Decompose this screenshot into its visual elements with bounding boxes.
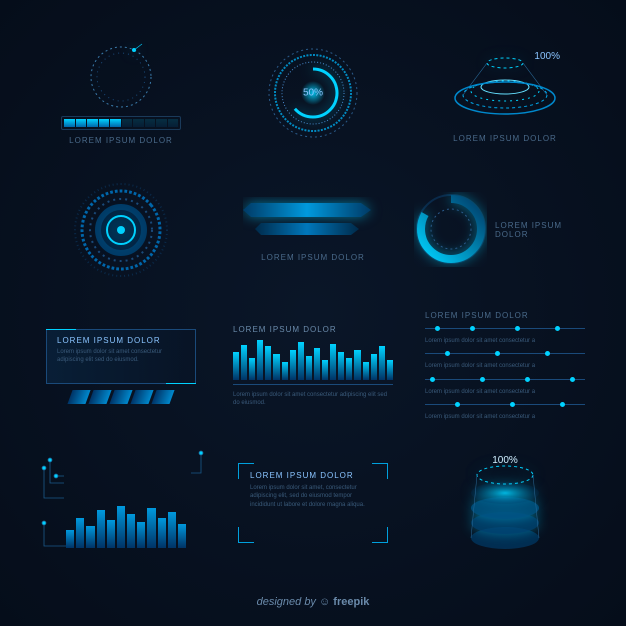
chevron-ribbons-icon (243, 197, 383, 247)
element-progress-ring: LOREM IPSUM DOLOR (30, 30, 212, 157)
footer-brand: freepik (333, 596, 369, 608)
target-icon (71, 180, 171, 280)
freepik-logo-icon: ☺ (319, 596, 330, 608)
element-bracket-panel: LOREM IPSUM DOLOR Lorem ipsum dolor sit … (222, 440, 404, 567)
caption: LOREM IPSUM DOLOR (495, 221, 596, 239)
element-timeline: LOREM IPSUM DOLOR Lorem ipsum dolor sit … (414, 303, 596, 430)
element-text-panel: LOREM IPSUM DOLOR Lorem ipsum dolor sit … (30, 303, 212, 430)
element-equalizer: LOREM IPSUM DOLOR Lorem ipsum dolor sit … (222, 303, 404, 430)
panel-title: LOREM IPSUM DOLOR (57, 336, 185, 345)
donut-icon (414, 192, 487, 267)
timeline-title: LOREM IPSUM DOLOR (425, 311, 585, 320)
element-donut: LOREM IPSUM DOLOR (414, 167, 596, 294)
text-panel: LOREM IPSUM DOLOR Lorem ipsum dolor sit … (46, 329, 196, 384)
percent-label: 100% (492, 455, 518, 466)
footer-prefix: designed by (257, 596, 319, 608)
element-holo-disc: 100% LOREM IPSUM DOLOR (414, 30, 596, 157)
bracket-title: LOREM IPSUM DOLOR (250, 471, 376, 480)
caption: LOREM IPSUM DOLOR (261, 253, 365, 262)
equalizer-bars (233, 338, 393, 380)
element-circuit-bars (30, 440, 212, 567)
eq-body: Lorem ipsum dolor sit amet consectetur a… (233, 391, 393, 408)
caption: LOREM IPSUM DOLOR (453, 134, 557, 143)
element-radial-50: 50% (222, 30, 404, 157)
element-target (30, 167, 212, 294)
caption: LOREM IPSUM DOLOR (69, 136, 173, 145)
bracket-body: Lorem ipsum dolor sit amet, consectetur … (250, 484, 376, 509)
progress-bar (61, 116, 181, 130)
slanted-bars (70, 390, 172, 404)
timeline-lines: LOREM IPSUM DOLOR Lorem ipsum dolor sit … (425, 311, 585, 422)
percent-label: 100% (534, 51, 560, 62)
element-chevrons: LOREM IPSUM DOLOR (222, 167, 404, 294)
eq-title: LOREM IPSUM DOLOR (233, 325, 393, 334)
circuit-bar-chart (66, 503, 186, 548)
element-cylinder: 100% (414, 440, 596, 567)
percent-label: 50% (303, 88, 323, 99)
dashed-ring-icon (86, 42, 156, 112)
attribution: designed by ☺ freepik (0, 596, 626, 608)
panel-body: Lorem ipsum dolor sit amet consectetur a… (57, 348, 185, 365)
